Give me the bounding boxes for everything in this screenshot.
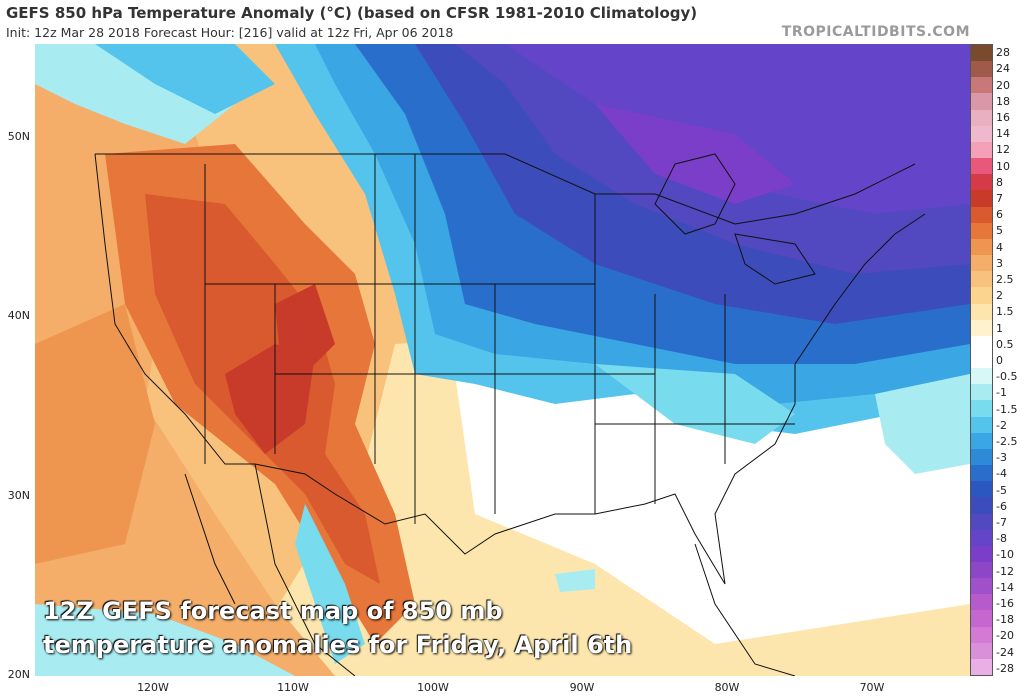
colorbar-swatch bbox=[971, 141, 992, 159]
colorbar-swatch bbox=[971, 562, 992, 579]
colorbar-label: 28 bbox=[996, 46, 1010, 60]
colorbar-swatch bbox=[971, 335, 992, 352]
colorbar-swatch bbox=[971, 610, 992, 627]
map-subtitle: Init: 12z Mar 28 2018 Forecast Hour: [21… bbox=[6, 25, 454, 40]
colorbar-label: 0 bbox=[996, 354, 1003, 367]
colorbar-label: 20 bbox=[996, 78, 1010, 92]
colorbar-label: -18 bbox=[996, 613, 1014, 627]
colorbar-swatch bbox=[971, 319, 992, 336]
colorbar-label: -0.5 bbox=[996, 370, 1018, 384]
colorbar-swatch bbox=[971, 77, 992, 94]
colorbar-label: 7 bbox=[996, 191, 1003, 205]
colorbar-swatch bbox=[971, 642, 992, 659]
anomaly-field bbox=[35, 44, 970, 676]
colorbar-swatch bbox=[971, 594, 992, 611]
colorbar-swatch bbox=[971, 658, 992, 676]
colorbar-label: -20 bbox=[996, 629, 1014, 643]
colorbar-label: -7 bbox=[996, 516, 1007, 530]
lon-label-70w: 70W bbox=[859, 681, 885, 694]
lon-label-90w: 90W bbox=[569, 681, 595, 694]
colorbar-swatch bbox=[971, 384, 992, 401]
colorbar-label: -1.5 bbox=[996, 402, 1018, 416]
colorbar bbox=[970, 44, 993, 676]
temperature-anomaly-map: 12Z GEFS forecast map of 850 mb temperat… bbox=[35, 44, 970, 676]
colorbar-label: 3 bbox=[996, 256, 1003, 270]
colorbar-swatch bbox=[971, 303, 992, 320]
colorbar-label: 0.5 bbox=[996, 337, 1014, 351]
colorbar-label: -1 bbox=[996, 386, 1007, 400]
colorbar-label: 14 bbox=[996, 127, 1010, 141]
colorbar-swatch bbox=[971, 432, 992, 449]
colorbar-label: -14 bbox=[996, 580, 1014, 594]
colorbar-swatch bbox=[971, 109, 992, 126]
colorbar-swatch bbox=[971, 481, 992, 498]
colorbar-label: -6 bbox=[996, 499, 1007, 513]
colorbar-swatch bbox=[971, 271, 992, 288]
lat-label-50n: 50N bbox=[7, 130, 30, 143]
colorbar-swatch bbox=[971, 222, 992, 239]
colorbar-swatch bbox=[971, 174, 992, 191]
colorbar-label: 12 bbox=[996, 143, 1010, 157]
colorbar-label: 1 bbox=[996, 321, 1003, 335]
colorbar-label: 5 bbox=[996, 224, 1003, 238]
colorbar-swatch bbox=[971, 529, 992, 546]
lon-label-120w: 120W bbox=[137, 681, 169, 694]
colorbar-label: -16 bbox=[996, 597, 1014, 611]
colorbar-swatch bbox=[971, 125, 992, 142]
colorbar-swatch bbox=[971, 545, 992, 562]
colorbar-labels: 28 24 20 18 16 14 12 10 8 7 6 5 4 3 2.5 2 1.5 1 0.5 0 -0.5 -1… bbox=[996, 44, 1024, 676]
colorbar-swatch bbox=[971, 287, 992, 304]
caption-line-2: temperature anomalies for Friday, April … bbox=[43, 631, 633, 659]
colorbar-label: 18 bbox=[996, 94, 1010, 108]
colorbar-swatch bbox=[971, 416, 992, 433]
colorbar-swatch bbox=[971, 497, 992, 514]
colorbar-label: 4 bbox=[996, 240, 1003, 254]
colorbar-label: 6 bbox=[996, 208, 1003, 222]
colorbar-label: 10 bbox=[996, 159, 1010, 173]
lat-label-40n: 40N bbox=[7, 309, 30, 322]
caption-line-1: 12Z GEFS forecast map of 850 mb bbox=[43, 597, 503, 625]
colorbar-swatch bbox=[971, 45, 992, 62]
colorbar-label: 1.5 bbox=[996, 305, 1014, 319]
colorbar-swatch bbox=[971, 190, 992, 207]
colorbar-label: -5 bbox=[996, 483, 1007, 497]
colorbar-swatch bbox=[971, 351, 992, 369]
colorbar-label: -8 bbox=[996, 532, 1007, 546]
colorbar-label: 2.5 bbox=[996, 272, 1014, 286]
map-caption: 12Z GEFS forecast map of 850 mb temperat… bbox=[43, 594, 632, 662]
lat-label-30n: 30N bbox=[7, 489, 30, 502]
colorbar-swatch bbox=[971, 448, 992, 466]
colorbar-swatch bbox=[971, 255, 992, 272]
colorbar-label: -3 bbox=[996, 451, 1007, 465]
colorbar-swatch bbox=[971, 368, 992, 385]
colorbar-label: -2.5 bbox=[996, 435, 1018, 449]
colorbar-swatch bbox=[971, 513, 992, 530]
colorbar-swatch bbox=[971, 158, 992, 175]
colorbar-label: 16 bbox=[996, 110, 1010, 124]
colorbar-swatch bbox=[971, 206, 992, 223]
brand-watermark: TROPICALTIDBITS.COM bbox=[781, 24, 970, 40]
colorbar-label: -4 bbox=[996, 467, 1007, 481]
colorbar-swatch bbox=[971, 400, 992, 417]
colorbar-swatch bbox=[971, 61, 992, 78]
colorbar-label: 24 bbox=[996, 62, 1010, 76]
map-title: GEFS 850 hPa Temperature Anomaly (°C) (b… bbox=[6, 4, 698, 22]
colorbar-label: 8 bbox=[996, 175, 1003, 189]
colorbar-label: 2 bbox=[996, 289, 1003, 303]
lon-label-80w: 80W bbox=[714, 681, 740, 694]
colorbar-swatch bbox=[971, 626, 992, 643]
colorbar-label: -2 bbox=[996, 418, 1007, 432]
colorbar-swatch bbox=[971, 93, 992, 110]
colorbar-swatch bbox=[971, 578, 992, 595]
lon-label-110w: 110W bbox=[277, 681, 309, 694]
colorbar-swatch bbox=[971, 238, 992, 256]
lon-label-100w: 100W bbox=[417, 681, 449, 694]
colorbar-swatch bbox=[971, 465, 992, 482]
colorbar-label: -10 bbox=[996, 548, 1014, 562]
lat-label-20n: 20N bbox=[7, 668, 30, 681]
colorbar-label: -12 bbox=[996, 564, 1014, 578]
colorbar-label: -28 bbox=[996, 661, 1014, 675]
colorbar-label: -24 bbox=[996, 645, 1014, 659]
